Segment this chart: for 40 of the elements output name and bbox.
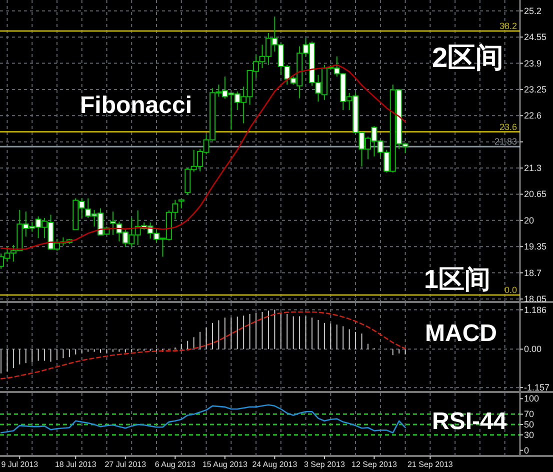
y-tick-label: 20 [524, 215, 534, 226]
x-tick-label: 9 Jul 2013 [1, 460, 39, 469]
x-tick-label: 24 Aug 2013 [252, 460, 298, 469]
y-tick-label: 24.55 [524, 32, 547, 42]
y-tick-label: 22.6 [524, 110, 542, 121]
y-tick-label: 21.3 [524, 163, 542, 174]
y-tick-label: 18.05 [524, 294, 547, 304]
x-tick-label: 18 Jul 2013 [54, 460, 97, 469]
x-tick-label: 3 Sep 2013 [304, 460, 346, 469]
y-tick-label: -1.157 [524, 382, 550, 393]
y-tick-label: 100 [524, 394, 540, 404]
annotation: 2区间 [432, 42, 504, 73]
y-tick-label: 0 [524, 445, 530, 456]
y-tick-label: 50 [524, 420, 534, 430]
y-tick-label: 0.00 [524, 344, 542, 354]
y-tick-label: 20.65 [524, 189, 547, 200]
line-series [0, 404, 406, 434]
x-tick-label: 21 Sep 2013 [408, 460, 454, 469]
candlestick [110, 211, 116, 236]
annotation: MACD [425, 320, 497, 347]
y-tick-label: 25.2 [524, 6, 542, 16]
y-tick-label: 23.25 [524, 84, 547, 94]
annotation: RSI-44 [432, 408, 508, 435]
line-series [0, 311, 406, 380]
y-tick-label: 18.7 [524, 268, 542, 278]
y-tick-label: 1.186 [524, 304, 547, 315]
y-tick-label: 70 [524, 409, 534, 420]
x-tick-label: 15 Aug 2013 [202, 460, 248, 469]
x-tick-label: 27 Jul 2013 [104, 460, 147, 469]
y-tick-label: 23.9 [524, 58, 542, 68]
annotation: 23.6 [499, 122, 517, 132]
annotation: 38.2 [499, 21, 517, 32]
annotation: 1区间 [424, 264, 490, 294]
x-tick-label: 6 Aug 2013 [154, 460, 196, 469]
y-tick-label: 30 [524, 430, 534, 440]
ref-line-label: 21.83 [494, 136, 517, 147]
y-tick-label: 19.35 [524, 242, 547, 252]
annotation: 0.0 [504, 284, 517, 295]
x-tick-label: 12 Sep 2013 [352, 460, 398, 469]
annotation: Fibonacci [80, 92, 192, 119]
